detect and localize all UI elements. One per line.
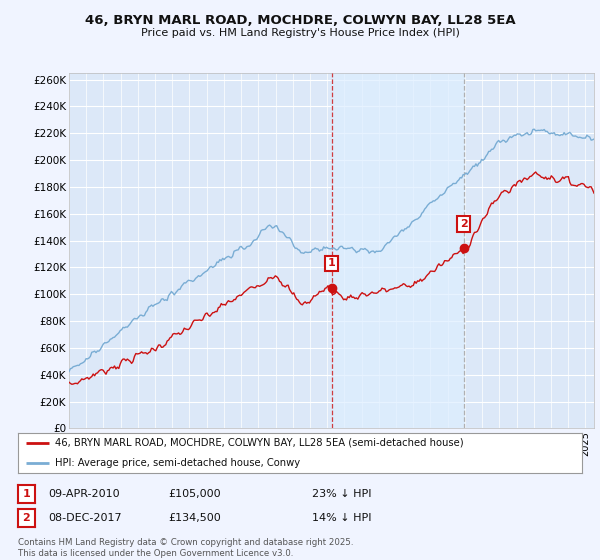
Text: 1: 1	[23, 489, 30, 499]
Text: HPI: Average price, semi-detached house, Conwy: HPI: Average price, semi-detached house,…	[55, 458, 300, 468]
Text: £134,500: £134,500	[168, 513, 221, 523]
Text: 1: 1	[328, 258, 336, 268]
Text: 23% ↓ HPI: 23% ↓ HPI	[312, 489, 371, 499]
Text: Contains HM Land Registry data © Crown copyright and database right 2025.
This d: Contains HM Land Registry data © Crown c…	[18, 538, 353, 558]
Text: £105,000: £105,000	[168, 489, 221, 499]
Text: 08-DEC-2017: 08-DEC-2017	[48, 513, 122, 523]
Text: 46, BRYN MARL ROAD, MOCHDRE, COLWYN BAY, LL28 5EA: 46, BRYN MARL ROAD, MOCHDRE, COLWYN BAY,…	[85, 14, 515, 27]
Text: 09-APR-2010: 09-APR-2010	[48, 489, 119, 499]
Text: 14% ↓ HPI: 14% ↓ HPI	[312, 513, 371, 523]
Text: 46, BRYN MARL ROAD, MOCHDRE, COLWYN BAY, LL28 5EA (semi-detached house): 46, BRYN MARL ROAD, MOCHDRE, COLWYN BAY,…	[55, 438, 463, 448]
Text: Price paid vs. HM Land Registry's House Price Index (HPI): Price paid vs. HM Land Registry's House …	[140, 28, 460, 38]
Text: 2: 2	[460, 219, 467, 229]
Text: 2: 2	[23, 513, 30, 523]
Bar	[332, 73, 464, 428]
